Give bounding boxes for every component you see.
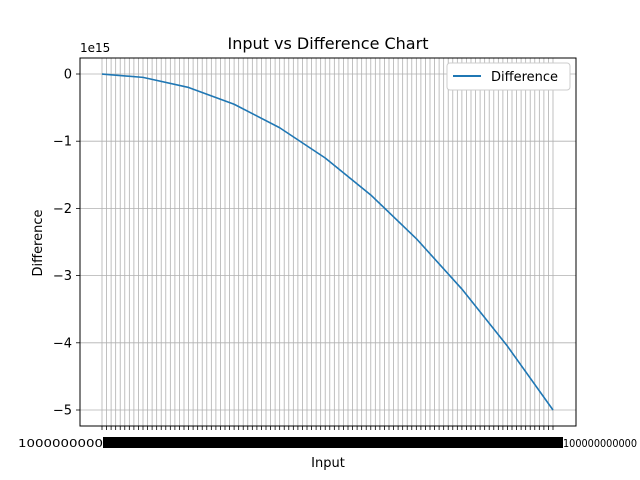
x-gridlines [101, 58, 554, 426]
y-gridlines [80, 73, 576, 411]
x-tick-label-block [103, 437, 563, 448]
y-offset-label: 1e15 [80, 41, 110, 55]
series-line-difference [101, 73, 554, 411]
y-tick-label: −5 [53, 404, 72, 419]
y-tick-label: −3 [53, 269, 72, 284]
y-axis-label: Difference [31, 209, 46, 276]
legend-label: Difference [491, 70, 558, 85]
x-tick-label-right: 100000000000 [563, 437, 637, 450]
y-tick-label: −1 [53, 135, 72, 150]
series-layer [101, 73, 554, 411]
y-ticks: 0 −1 −2 −3 −4 −5 [53, 68, 80, 419]
x-ticks [101, 426, 554, 430]
x-axis-label: Input [311, 456, 345, 471]
legend-box [446, 62, 571, 91]
chart-title: Input vs Difference Chart [228, 34, 429, 53]
y-tick-label: 0 [64, 68, 72, 83]
legend: Difference [446, 62, 571, 91]
x-tick-label-overlap [103, 437, 563, 448]
x-tick-label-left: 1000000000 [18, 437, 103, 450]
y-tick-label: −4 [53, 336, 72, 351]
plot-frame [79, 57, 577, 427]
y-tick-label: −2 [53, 202, 72, 217]
